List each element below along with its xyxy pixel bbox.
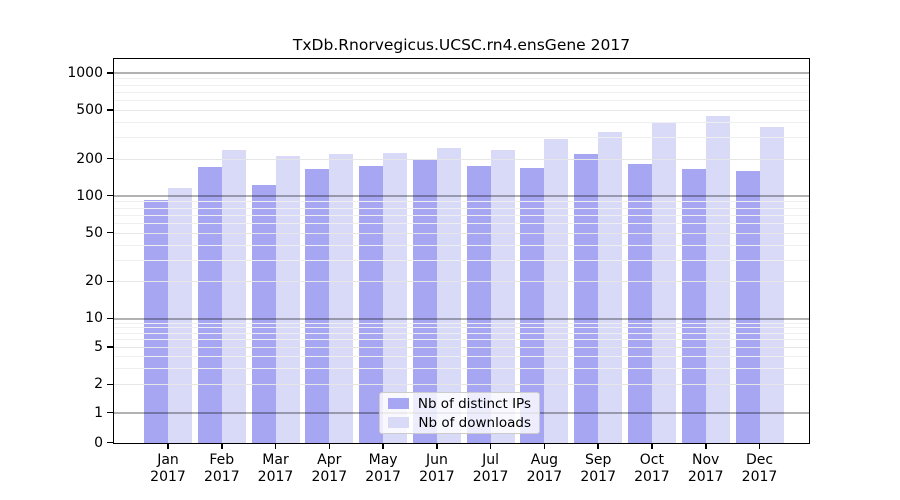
gridline-minor [113, 201, 810, 203]
y-tick-label: 0 [94, 434, 103, 451]
gridline-minor [113, 91, 810, 93]
x-tick-mark [597, 444, 599, 449]
x-tick-label: Dec 2017 [741, 452, 778, 485]
gridline-minor [113, 207, 810, 209]
gridline-minor [113, 322, 810, 324]
bar-nb-of-downloads-oct [651, 122, 676, 444]
gridline-minor [113, 137, 810, 138]
gridline-decade [113, 195, 810, 198]
gridline-minor [113, 327, 810, 329]
y-tick-mark [107, 194, 113, 197]
gridline-minor [113, 232, 810, 234]
y-tick-mark [107, 72, 113, 74]
gridline-decade [113, 317, 810, 320]
gridline-minor [113, 222, 810, 224]
bar-nb-of-distinct-ips-dec [735, 170, 760, 444]
bar-nb-of-distinct-ips-oct [627, 164, 652, 444]
bar-nb-of-distinct-ips-mar [251, 185, 276, 444]
gridline-minor [113, 384, 810, 386]
legend-swatch-downloads [388, 417, 410, 428]
gridline-minor [113, 109, 810, 111]
x-tick-label: Aug 2017 [526, 452, 563, 485]
y-tick-mark [107, 346, 113, 348]
gridline-minor [113, 346, 810, 348]
y-tick-label: 200 [76, 150, 103, 167]
grid-layer [113, 58, 810, 444]
legend-label-downloads: Nb of downloads [418, 414, 531, 431]
gridline-minor [113, 244, 810, 246]
y-tick-label: 500 [76, 101, 103, 118]
x-tick-label: Nov 2017 [687, 452, 724, 485]
legend-item-downloads: Nb of downloads [388, 416, 531, 430]
gridline-minor [113, 214, 810, 216]
bar-nb-of-downloads-feb [221, 150, 246, 444]
x-tick-mark [489, 444, 492, 449]
y-tick-label: 1000 [67, 64, 103, 81]
y-tick-label: 20 [85, 273, 103, 290]
x-tick-mark [221, 444, 223, 449]
bar-nb-of-downloads-sep [598, 131, 623, 444]
bar-nb-of-downloads-mar [275, 155, 300, 444]
y-tick-mark [107, 280, 113, 283]
x-tick-label: Sep 2017 [580, 452, 616, 485]
x-tick-mark [651, 444, 653, 449]
x-tick-label: Jun 2017 [419, 452, 455, 485]
bar-nb-of-distinct-ips-sep [574, 154, 599, 444]
x-tick-mark [167, 444, 169, 449]
gridline-minor [113, 332, 810, 334]
gridline-minor [113, 339, 810, 341]
x-tick-label: Mar 2017 [257, 452, 294, 485]
bar-nb-of-downloads-aug [544, 139, 569, 444]
x-tick-mark [543, 444, 546, 449]
bar-nb-of-downloads-nov [705, 116, 730, 444]
gridline-minor [113, 355, 810, 357]
legend-label-distinct-ips: Nb of distinct IPs [417, 395, 531, 412]
legend-swatch-distinct-ips [388, 398, 409, 409]
gridline-minor [113, 367, 810, 369]
y-tick-label: 50 [85, 224, 103, 241]
x-tick-mark [758, 444, 761, 449]
gridline-minor [113, 84, 810, 86]
y-tick-label: 100 [76, 187, 103, 204]
legend-item-distinct-ips: Nb of distinct IPs [388, 397, 531, 411]
x-tick-label: Jul 2017 [472, 452, 509, 485]
y-tick-mark [107, 157, 113, 160]
x-tick-label: Oct 2017 [634, 452, 670, 485]
gridline-minor [113, 259, 810, 261]
plot-area [113, 58, 810, 444]
y-tick-mark [107, 317, 113, 320]
x-tick-mark [436, 444, 438, 449]
bar-nb-of-distinct-ips-feb [197, 167, 222, 444]
legend: Nb of distinct IPs Nb of downloads [379, 392, 540, 434]
x-tick-label: Jan 2017 [150, 452, 186, 485]
gridline-minor [113, 158, 810, 160]
y-tick-mark [107, 441, 113, 444]
y-tick-mark [107, 383, 113, 385]
x-tick-label: Feb 2017 [203, 452, 240, 485]
y-tick-label: 10 [85, 310, 103, 327]
bar-nb-of-distinct-ips-jan [144, 199, 168, 444]
chart-title: TxDb.Rnorvegicus.UCSC.rn4.ensGene 2017 [292, 36, 631, 54]
y-tick-mark [107, 109, 113, 111]
bar-nb-of-downloads-dec [759, 126, 784, 444]
bar-nb-of-downloads-jan [168, 187, 192, 444]
y-tick-label: 5 [94, 338, 103, 355]
gridline-minor [113, 78, 810, 80]
y-tick-mark [107, 231, 113, 234]
x-tick-mark [328, 444, 331, 449]
y-tick-label: 2 [94, 376, 103, 393]
x-tick-label: May 2017 [365, 452, 401, 485]
gridline-decade [113, 72, 810, 75]
y-tick-label: 1 [94, 404, 103, 421]
x-tick-mark [274, 444, 277, 449]
x-tick-mark [382, 444, 384, 449]
gridline-minor [113, 281, 810, 283]
x-tick-label: Apr 2017 [311, 452, 348, 485]
y-tick-mark [107, 411, 113, 414]
x-tick-mark [705, 444, 707, 449]
gridline-minor [113, 121, 810, 123]
gridline-minor [113, 100, 810, 101]
